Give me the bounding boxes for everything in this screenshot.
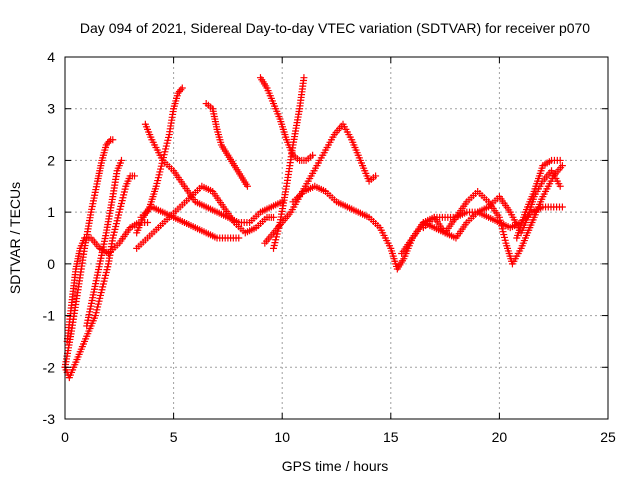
- series-track-16: [513, 156, 564, 242]
- data-point-marker: [270, 213, 278, 221]
- data-point-marker: [131, 172, 139, 180]
- x-tick-label: 10: [274, 429, 290, 445]
- plot-frame: [64, 56, 609, 420]
- data-points: [61, 74, 566, 382]
- x-tick-label: 20: [492, 429, 508, 445]
- y-tick-label: 4: [47, 49, 55, 65]
- data-point-marker: [558, 203, 566, 211]
- data-point-marker: [117, 156, 125, 164]
- series-track-8: [133, 182, 278, 252]
- data-point-marker: [235, 234, 243, 242]
- x-tick-label: 15: [383, 429, 399, 445]
- series-track-4: [83, 156, 125, 330]
- series-track-7: [137, 203, 243, 242]
- data-point-marker: [178, 84, 186, 92]
- data-point-marker: [558, 162, 566, 170]
- data-point-marker: [372, 172, 380, 180]
- series-track-1: [61, 136, 117, 371]
- data-point-marker: [556, 156, 564, 164]
- series-track-6: [141, 120, 286, 226]
- chart-title: Day 094 of 2021, Sidereal Day-to-day VTE…: [80, 20, 590, 36]
- series-track-12: [270, 74, 308, 252]
- series-track-10: [256, 74, 317, 164]
- data-point-marker: [177, 86, 185, 94]
- y-tick-label: 2: [47, 152, 55, 168]
- y-tick-label: 1: [47, 204, 55, 220]
- data-point-marker: [309, 151, 317, 159]
- y-tick-label: 3: [47, 101, 55, 117]
- data-point-marker: [144, 218, 152, 226]
- axis-ticks: 0 5 10 15 20 25 -3 -2 -1 0 1 2 3 4: [43, 49, 616, 445]
- data-point-marker: [105, 137, 113, 145]
- data-point-marker: [300, 74, 308, 82]
- x-tick-label: 25: [600, 429, 616, 445]
- data-point-marker: [243, 182, 251, 190]
- y-tick-label: -2: [43, 359, 56, 375]
- data-point-marker: [109, 136, 117, 144]
- y-tick-label: -3: [43, 411, 56, 427]
- grid: [65, 57, 608, 419]
- x-axis-label: GPS time / hours: [282, 458, 389, 474]
- data-point-marker: [556, 182, 564, 190]
- y-tick-label: 0: [47, 256, 55, 272]
- series-track-9: [202, 100, 251, 190]
- x-tick-label: 0: [61, 429, 69, 445]
- y-axis-label: SDTVAR / TECUs: [7, 182, 23, 294]
- series-track-3: [61, 172, 139, 382]
- x-tick-label: 5: [170, 429, 178, 445]
- y-tick-label: -1: [43, 308, 56, 324]
